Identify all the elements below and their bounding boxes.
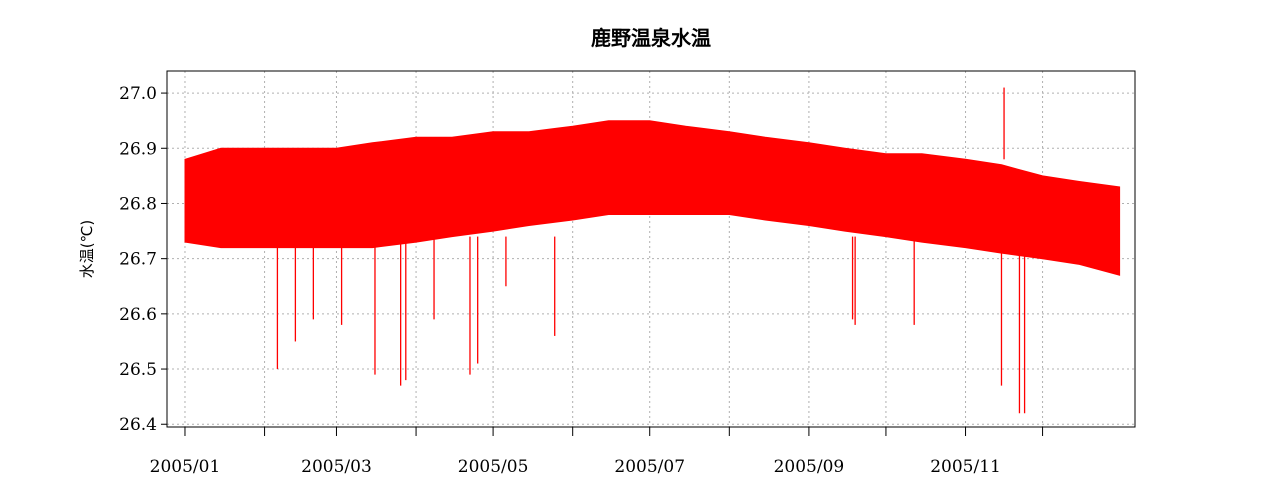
x-tick-label: 2005/03 bbox=[301, 457, 372, 477]
x-tick-label: 2005/09 bbox=[774, 457, 845, 477]
chart-title: 鹿野温泉水温 bbox=[591, 26, 711, 50]
y-axis-label: 水温(℃) bbox=[78, 220, 96, 279]
y-tick-label: 26.7 bbox=[119, 250, 157, 270]
y-tick-label: 26.6 bbox=[119, 305, 157, 325]
y-tick-label: 27.0 bbox=[119, 84, 157, 104]
x-axis: 2005/01 2005/03 2005/05 2005/07 2005/09 2005/… bbox=[150, 427, 1044, 477]
y-tick-label: 26.5 bbox=[119, 360, 157, 380]
plot-area bbox=[184, 87, 1121, 414]
y-tick-label: 26.4 bbox=[119, 415, 157, 435]
y-tick-label: 26.8 bbox=[119, 194, 157, 214]
x-tick-label: 2005/07 bbox=[614, 457, 685, 477]
series-band bbox=[184, 120, 1121, 276]
x-tick-label: 2005/11 bbox=[930, 457, 1001, 477]
plot-frame bbox=[166, 70, 1136, 428]
y-tick-label: 26.9 bbox=[119, 139, 157, 159]
y-axis: 26.4 26.5 26.6 26.7 26.8 26.9 27.0 bbox=[119, 84, 167, 435]
x-tick-label: 2005/05 bbox=[458, 457, 529, 477]
x-tick-label: 2005/01 bbox=[150, 457, 221, 477]
